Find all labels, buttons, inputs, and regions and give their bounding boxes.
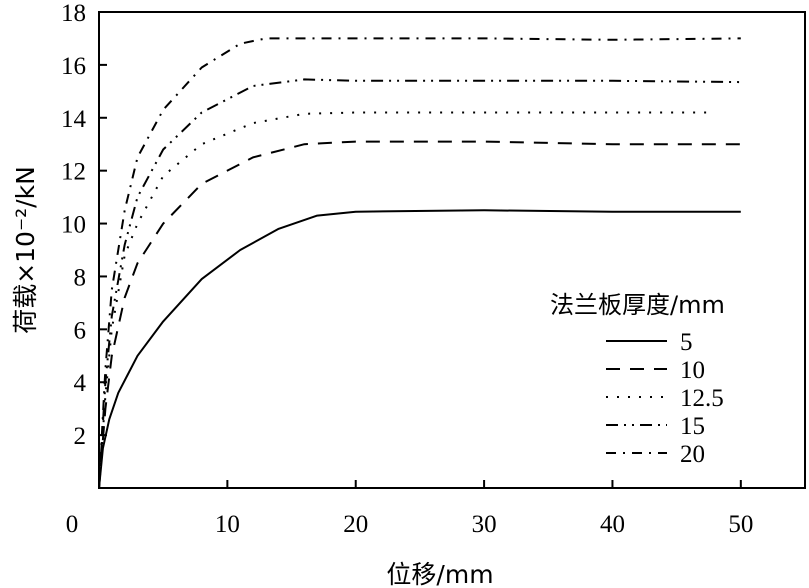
legend-label: 12.5: [680, 385, 724, 412]
x-tick-label: 20: [343, 511, 368, 538]
x-tick-label: 40: [600, 511, 625, 538]
legend-label: 15: [680, 413, 705, 440]
y-tick-label: 8: [74, 264, 87, 291]
y-tick-label: 6: [74, 317, 87, 344]
plot-frame: [98, 11, 806, 489]
x-tick-label: 10: [215, 511, 240, 538]
legend-title: 法兰板厚度/mm: [550, 291, 725, 319]
legend-label: 10: [680, 357, 705, 384]
y-axis-ticks: 2 4 6 8 10 12 14 16 18: [61, 0, 107, 450]
series-line-5: [98, 209, 741, 489]
x-tick-label: 0: [66, 511, 79, 538]
legend-label: 5: [680, 329, 693, 356]
y-tick-label: 12: [61, 159, 86, 186]
y-axis-label: 荷载×10⁻²/kN: [11, 166, 40, 334]
x-axis-ticks: 0 10 20 30 40 50: [66, 480, 753, 538]
y-tick-label: 16: [61, 53, 86, 80]
y-tick-label: 2: [74, 423, 87, 450]
x-tick-label: 50: [728, 511, 753, 538]
x-tick-label: 30: [472, 511, 497, 538]
legend-label: 20: [680, 441, 705, 468]
y-tick-label: 10: [61, 212, 86, 239]
series-lines: [98, 37, 741, 489]
x-axis-label: 位移/mm: [386, 560, 493, 588]
y-tick-label: 4: [74, 370, 87, 397]
series-line-15: [98, 78, 741, 489]
y-tick-label: 14: [61, 106, 87, 133]
series-line-10: [98, 140, 741, 489]
y-tick-label: 18: [61, 0, 86, 27]
axes: [98, 11, 806, 489]
series-line-20: [98, 37, 741, 489]
